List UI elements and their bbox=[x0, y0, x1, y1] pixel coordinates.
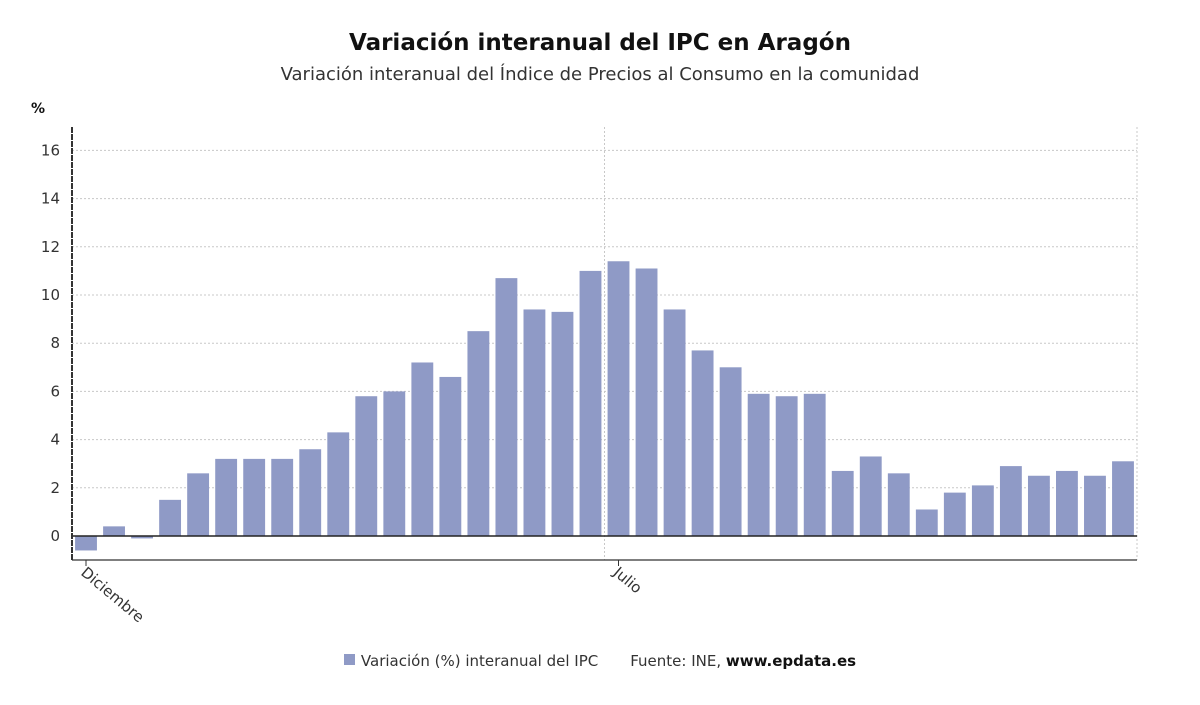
chart-title: Variación interanual del IPC en Aragón bbox=[349, 30, 851, 56]
bar bbox=[663, 309, 686, 536]
chart-subtitle: Variación interanual del Índice de Preci… bbox=[280, 64, 920, 85]
bar bbox=[607, 261, 630, 536]
y-tick-label: 12 bbox=[41, 238, 60, 256]
bar bbox=[775, 396, 798, 536]
bar bbox=[75, 536, 97, 551]
bar bbox=[579, 270, 602, 536]
bar bbox=[299, 449, 322, 536]
y-tick-label: 2 bbox=[50, 479, 60, 497]
y-tick-label: 0 bbox=[50, 527, 60, 545]
legend: Variación (%) interanual del IPC Fuente: … bbox=[0, 652, 1200, 670]
y-tick-label: 4 bbox=[50, 431, 60, 449]
bar bbox=[887, 473, 910, 536]
bar bbox=[271, 458, 294, 536]
source-label: Fuente: INE, bbox=[630, 652, 722, 670]
bar bbox=[1056, 470, 1078, 536]
y-tick-label: 10 bbox=[41, 286, 60, 304]
bar bbox=[439, 376, 462, 536]
y-tick-label: 16 bbox=[41, 141, 60, 159]
bar bbox=[1112, 461, 1134, 536]
bar bbox=[215, 458, 238, 536]
bar bbox=[747, 393, 770, 536]
bar bbox=[159, 499, 182, 536]
x-tick-label: Diciembre bbox=[77, 563, 147, 626]
y-tick-label: 14 bbox=[41, 190, 60, 208]
bar bbox=[943, 492, 966, 536]
bar bbox=[551, 311, 574, 536]
y-tick-label: 8 bbox=[50, 334, 60, 352]
bar bbox=[859, 456, 882, 536]
bar bbox=[1084, 475, 1106, 536]
bar bbox=[691, 350, 714, 536]
bar-chart: 0 2 4 6 8 10 12 14 16% Diciembre Julio bbox=[31, 101, 1138, 626]
bar bbox=[103, 526, 125, 536]
bar bbox=[467, 331, 490, 536]
bar bbox=[131, 536, 153, 539]
bar bbox=[495, 278, 518, 536]
bar bbox=[1027, 475, 1050, 536]
bar bbox=[831, 470, 854, 536]
bar bbox=[999, 466, 1022, 536]
bar bbox=[243, 458, 266, 536]
bar bbox=[383, 391, 406, 536]
bar bbox=[635, 268, 658, 536]
bar bbox=[803, 393, 826, 536]
bar bbox=[915, 509, 938, 536]
legend-swatch bbox=[343, 654, 355, 665]
bar bbox=[411, 362, 434, 536]
legend-series-label: Variación (%) interanual del IPC bbox=[360, 652, 599, 670]
bar bbox=[327, 432, 350, 536]
bar bbox=[187, 473, 210, 536]
y-axis-unit: % bbox=[31, 101, 45, 117]
bar bbox=[971, 485, 994, 536]
bar bbox=[523, 309, 546, 536]
bar bbox=[719, 367, 742, 536]
y-tick-label: 6 bbox=[50, 382, 60, 400]
x-tick-label: Julio bbox=[609, 563, 645, 598]
bar bbox=[355, 396, 378, 536]
source-site: www.epdata.es bbox=[725, 652, 857, 670]
